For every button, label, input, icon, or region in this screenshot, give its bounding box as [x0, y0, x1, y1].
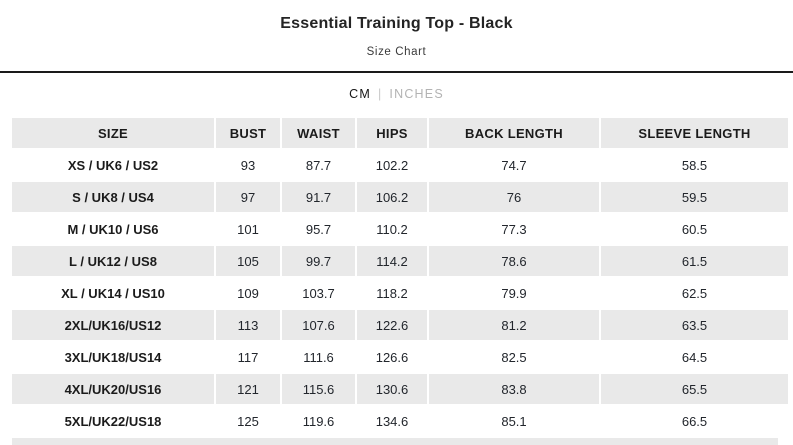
- size-chart-table: SIZE BUST WAIST HIPS BACK LENGTH SLEEVE …: [10, 116, 790, 438]
- table-row: 4XL/UK20/US16 121 115.6 130.6 83.8 65.5: [12, 374, 788, 404]
- size-cell: 3XL/UK18/US14: [12, 342, 214, 372]
- waist-cell: 103.7: [282, 278, 355, 308]
- unit-toggle: CM | INCHES: [0, 87, 793, 102]
- hips-cell: 118.2: [357, 278, 427, 308]
- size-cell: XS / UK6 / US2: [12, 150, 214, 180]
- waist-cell: 87.7: [282, 150, 355, 180]
- waist-cell: 111.6: [282, 342, 355, 372]
- bust-cell: 97: [216, 182, 280, 212]
- size-cell: 5XL/UK22/US18: [12, 406, 214, 436]
- hips-cell: 114.2: [357, 246, 427, 276]
- table-row: XL / UK14 / US10 109 103.7 118.2 79.9 62.5: [12, 278, 788, 308]
- hips-cell: 134.6: [357, 406, 427, 436]
- sleeve-length-cell: 66.5: [601, 406, 788, 436]
- back-length-cell: 81.2: [429, 310, 599, 340]
- waist-cell: 95.7: [282, 214, 355, 244]
- bust-cell: 101: [216, 214, 280, 244]
- table-row: XS / UK6 / US2 93 87.7 102.2 74.7 58.5: [12, 150, 788, 180]
- sleeve-length-cell: 58.5: [601, 150, 788, 180]
- size-cell: M / UK10 / US6: [12, 214, 214, 244]
- back-length-cell: 83.8: [429, 374, 599, 404]
- back-length-cell: 79.9: [429, 278, 599, 308]
- sleeve-length-cell: 62.5: [601, 278, 788, 308]
- table-row: M / UK10 / US6 101 95.7 110.2 77.3 60.5: [12, 214, 788, 244]
- column-header-bust: BUST: [216, 118, 280, 148]
- back-length-cell: 78.6: [429, 246, 599, 276]
- unit-toggle-divider: |: [377, 87, 383, 101]
- back-length-cell: 82.5: [429, 342, 599, 372]
- divider-line: [0, 71, 793, 73]
- bust-cell: 117: [216, 342, 280, 372]
- table-next-row-clipped: [12, 438, 778, 445]
- back-length-cell: 85.1: [429, 406, 599, 436]
- size-cell: XL / UK14 / US10: [12, 278, 214, 308]
- column-header-sleeve-length: SLEEVE LENGTH: [601, 118, 788, 148]
- waist-cell: 115.6: [282, 374, 355, 404]
- table-header-row: SIZE BUST WAIST HIPS BACK LENGTH SLEEVE …: [12, 118, 788, 148]
- size-cell: 4XL/UK20/US16: [12, 374, 214, 404]
- bust-cell: 121: [216, 374, 280, 404]
- table-row: L / UK12 / US8 105 99.7 114.2 78.6 61.5: [12, 246, 788, 276]
- page-title: Essential Training Top - Black: [280, 15, 513, 32]
- bust-cell: 125: [216, 406, 280, 436]
- bust-cell: 113: [216, 310, 280, 340]
- table-row: 2XL/UK16/US12 113 107.6 122.6 81.2 63.5: [12, 310, 788, 340]
- waist-cell: 91.7: [282, 182, 355, 212]
- size-cell: 2XL/UK16/US12: [12, 310, 214, 340]
- column-header-waist: WAIST: [282, 118, 355, 148]
- table-row: 3XL/UK18/US14 117 111.6 126.6 82.5 64.5: [12, 342, 788, 372]
- unit-cm-button[interactable]: CM: [349, 87, 371, 101]
- size-cell: S / UK8 / US4: [12, 182, 214, 212]
- unit-inches-button[interactable]: INCHES: [389, 87, 444, 101]
- back-length-cell: 74.7: [429, 150, 599, 180]
- hips-cell: 122.6: [357, 310, 427, 340]
- bust-cell: 93: [216, 150, 280, 180]
- sleeve-length-cell: 65.5: [601, 374, 788, 404]
- hips-cell: 130.6: [357, 374, 427, 404]
- sleeve-length-cell: 60.5: [601, 214, 788, 244]
- size-cell: L / UK12 / US8: [12, 246, 214, 276]
- back-length-cell: 76: [429, 182, 599, 212]
- hips-cell: 126.6: [357, 342, 427, 372]
- sleeve-length-cell: 61.5: [601, 246, 788, 276]
- hips-cell: 110.2: [357, 214, 427, 244]
- column-header-size: SIZE: [12, 118, 214, 148]
- column-header-back-length: BACK LENGTH: [429, 118, 599, 148]
- page-subtitle: Size Chart: [366, 46, 427, 58]
- back-length-cell: 77.3: [429, 214, 599, 244]
- sleeve-length-cell: 64.5: [601, 342, 788, 372]
- waist-cell: 107.6: [282, 310, 355, 340]
- waist-cell: 99.7: [282, 246, 355, 276]
- bust-cell: 109: [216, 278, 280, 308]
- sleeve-length-cell: 63.5: [601, 310, 788, 340]
- waist-cell: 119.6: [282, 406, 355, 436]
- hips-cell: 106.2: [357, 182, 427, 212]
- table-row: 5XL/UK22/US18 125 119.6 134.6 85.1 66.5: [12, 406, 788, 436]
- sleeve-length-cell: 59.5: [601, 182, 788, 212]
- table-row: S / UK8 / US4 97 91.7 106.2 76 59.5: [12, 182, 788, 212]
- hips-cell: 102.2: [357, 150, 427, 180]
- column-header-hips: HIPS: [357, 118, 427, 148]
- bust-cell: 105: [216, 246, 280, 276]
